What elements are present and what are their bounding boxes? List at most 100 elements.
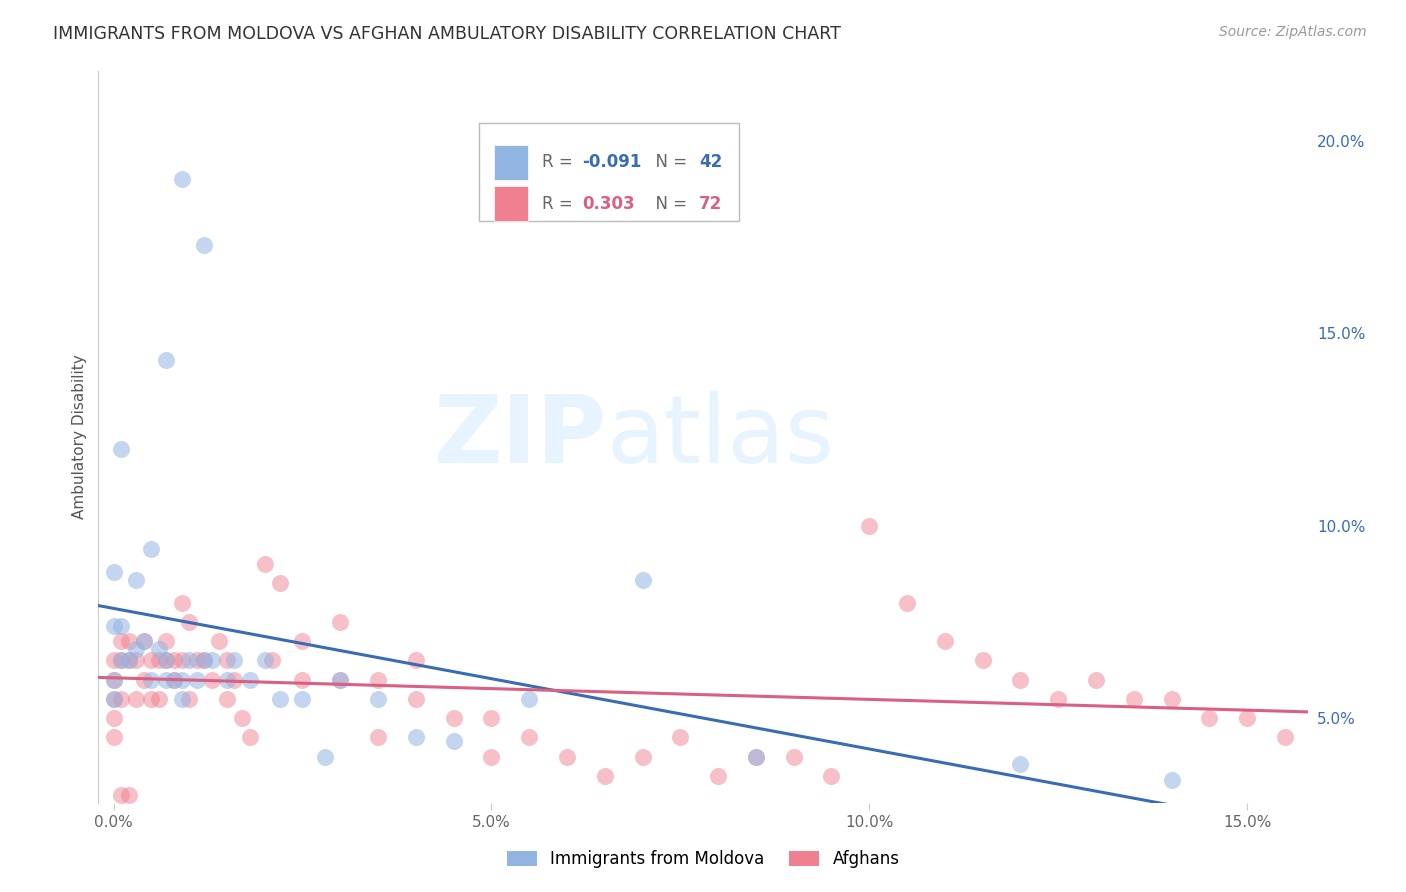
- Point: [239, 731, 262, 745]
- Point: [110, 653, 132, 667]
- Text: R =: R =: [543, 194, 578, 212]
- Point: [329, 615, 352, 629]
- Point: [132, 673, 155, 687]
- Point: [253, 653, 276, 667]
- Point: [170, 172, 193, 186]
- Point: [481, 711, 503, 725]
- Point: [155, 653, 177, 667]
- Text: Source: ZipAtlas.com: Source: ZipAtlas.com: [1219, 25, 1367, 39]
- Text: ZIP: ZIP: [433, 391, 606, 483]
- Point: [179, 653, 201, 667]
- Y-axis label: Ambulatory Disability: Ambulatory Disability: [72, 355, 87, 519]
- Point: [125, 691, 148, 706]
- Point: [1274, 731, 1296, 745]
- Point: [291, 691, 314, 706]
- Point: [269, 576, 291, 591]
- Point: [707, 769, 730, 783]
- Point: [179, 615, 201, 629]
- Point: [103, 565, 125, 579]
- Text: IMMIGRANTS FROM MOLDOVA VS AFGHAN AMBULATORY DISABILITY CORRELATION CHART: IMMIGRANTS FROM MOLDOVA VS AFGHAN AMBULA…: [53, 25, 841, 43]
- Point: [118, 634, 141, 648]
- Point: [405, 691, 427, 706]
- Point: [1047, 691, 1070, 706]
- Point: [155, 634, 177, 648]
- Point: [118, 653, 141, 667]
- Point: [367, 673, 389, 687]
- Point: [1198, 711, 1220, 725]
- Point: [110, 618, 132, 632]
- Point: [110, 691, 132, 706]
- Point: [170, 596, 193, 610]
- Point: [103, 673, 125, 687]
- Point: [231, 711, 253, 725]
- Point: [186, 653, 208, 667]
- Point: [669, 731, 692, 745]
- Point: [329, 673, 352, 687]
- Point: [1160, 691, 1182, 706]
- Point: [141, 653, 163, 667]
- Point: [103, 691, 125, 706]
- Point: [224, 673, 246, 687]
- Point: [132, 634, 155, 648]
- Text: -0.091: -0.091: [582, 153, 641, 171]
- Point: [858, 518, 880, 533]
- Point: [972, 653, 994, 667]
- Point: [163, 653, 186, 667]
- Point: [110, 442, 132, 456]
- Point: [141, 541, 163, 556]
- Point: [103, 731, 125, 745]
- Point: [443, 734, 465, 748]
- Point: [155, 673, 177, 687]
- Point: [262, 653, 284, 667]
- Point: [103, 653, 125, 667]
- Point: [170, 691, 193, 706]
- Point: [631, 749, 654, 764]
- Text: atlas: atlas: [606, 391, 835, 483]
- Point: [125, 641, 148, 656]
- Point: [291, 673, 314, 687]
- Point: [186, 673, 208, 687]
- Point: [517, 731, 540, 745]
- Point: [593, 769, 616, 783]
- Point: [208, 634, 231, 648]
- Point: [1010, 673, 1032, 687]
- Point: [141, 673, 163, 687]
- Point: [269, 691, 291, 706]
- Point: [193, 237, 215, 252]
- Point: [132, 634, 155, 648]
- FancyBboxPatch shape: [479, 122, 740, 221]
- Point: [103, 618, 125, 632]
- Point: [155, 353, 177, 368]
- Point: [1010, 757, 1032, 772]
- Point: [481, 749, 503, 764]
- Point: [170, 653, 193, 667]
- Point: [745, 749, 768, 764]
- Point: [110, 653, 132, 667]
- Point: [1160, 772, 1182, 787]
- Point: [405, 731, 427, 745]
- Point: [148, 653, 170, 667]
- Point: [110, 634, 132, 648]
- Bar: [494, 145, 527, 179]
- Point: [1085, 673, 1108, 687]
- Text: 72: 72: [699, 194, 723, 212]
- Point: [201, 653, 224, 667]
- Point: [215, 673, 238, 687]
- Point: [1122, 691, 1144, 706]
- Point: [224, 653, 246, 667]
- Point: [103, 691, 125, 706]
- Point: [405, 653, 427, 667]
- Bar: [494, 186, 527, 221]
- Point: [193, 653, 215, 667]
- Point: [314, 749, 336, 764]
- Point: [155, 653, 177, 667]
- Point: [193, 653, 215, 667]
- Point: [141, 691, 163, 706]
- Text: R =: R =: [543, 153, 578, 171]
- Point: [896, 596, 918, 610]
- Point: [148, 641, 170, 656]
- Point: [517, 691, 540, 706]
- Point: [118, 653, 141, 667]
- Text: 0.303: 0.303: [582, 194, 634, 212]
- Point: [239, 673, 262, 687]
